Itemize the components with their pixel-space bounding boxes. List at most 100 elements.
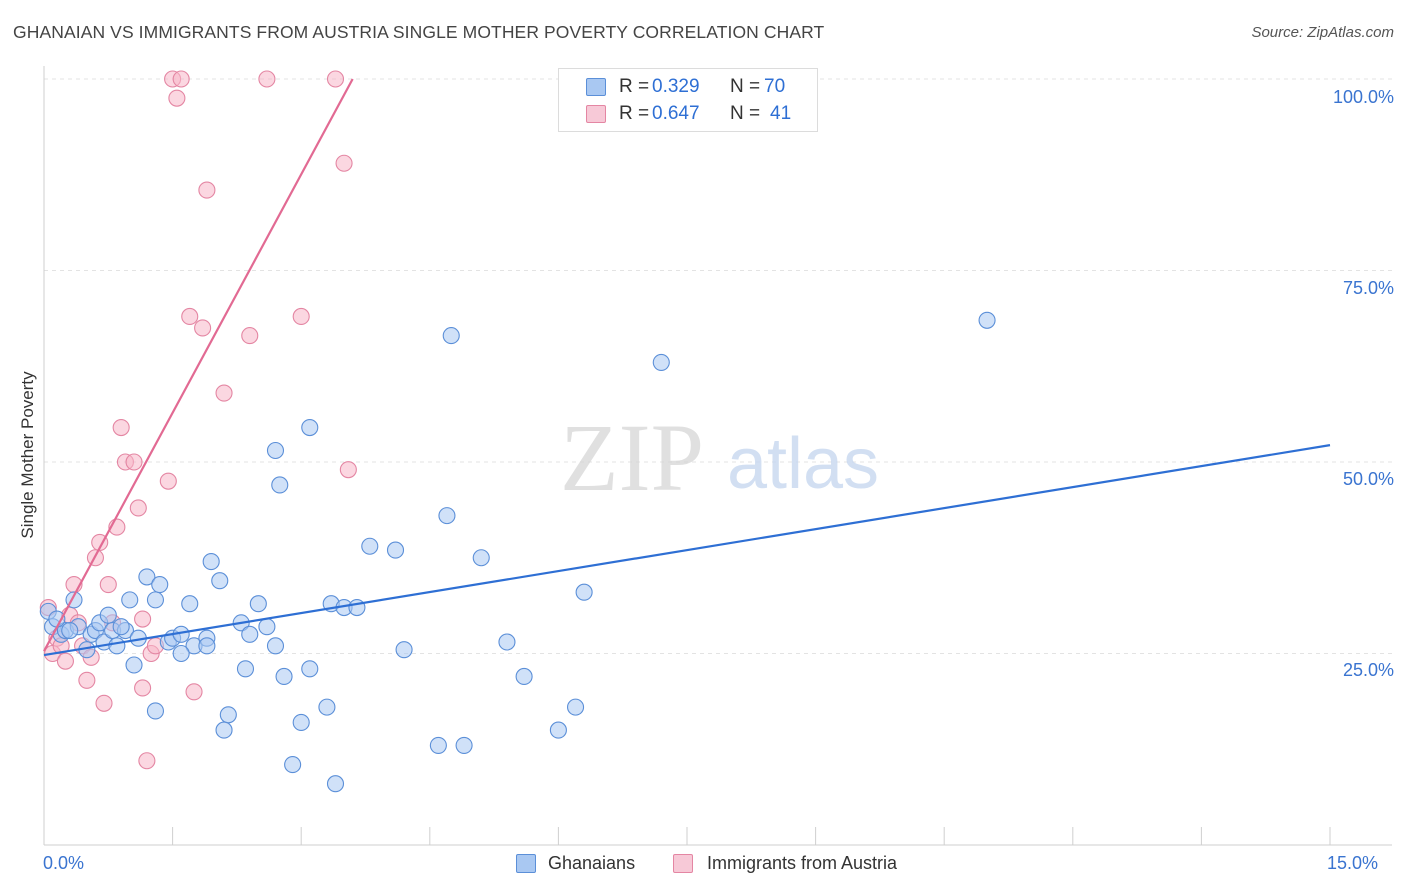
data-point [121, 591, 139, 609]
data-point [301, 418, 319, 437]
data-point [202, 553, 220, 571]
legend-n-value: 70 [764, 76, 786, 97]
legend-r-label: R = [619, 76, 650, 97]
data-point [284, 756, 302, 774]
legend-swatch-blue [516, 854, 536, 873]
data-point [99, 606, 117, 624]
data-point [292, 713, 310, 731]
data-point [129, 499, 147, 517]
legend-n-label: N = [730, 103, 761, 124]
data-point [181, 307, 199, 326]
gridlines [44, 78, 1392, 654]
data-point [138, 568, 156, 586]
trend-lines [43, 78, 1331, 657]
y-tick-label: 25.0% [1342, 660, 1394, 680]
y-tick-label: 50.0% [1342, 469, 1394, 489]
axes [43, 66, 1392, 846]
data-point [442, 327, 460, 345]
data-point [429, 736, 447, 754]
source-label: Source: ZipAtlas.com [1251, 24, 1394, 41]
data-point [198, 181, 216, 199]
data-point [271, 476, 289, 494]
data-point [498, 633, 516, 651]
chart-title: GHANAIAN VS IMMIGRANTS FROM AUSTRIA SING… [13, 22, 825, 42]
data-point [95, 694, 113, 712]
data-point [56, 652, 74, 670]
legend-swatch-pink [586, 105, 606, 123]
data-point [258, 70, 276, 88]
data-point [266, 637, 285, 655]
data-point [211, 572, 229, 590]
data-point [258, 618, 276, 636]
data-point [455, 736, 473, 754]
y-tick-label: 100.0% [1332, 87, 1394, 107]
data-point [185, 683, 203, 701]
data-point [326, 70, 345, 88]
data-point [146, 591, 165, 609]
data-point [194, 319, 212, 337]
data-point [361, 537, 379, 555]
data-point [326, 775, 345, 793]
data-point [125, 453, 143, 471]
data-point [241, 327, 259, 345]
data-point [652, 353, 670, 371]
data-point [318, 698, 336, 716]
data-point [241, 625, 259, 643]
data-point [566, 698, 585, 716]
data-point [125, 656, 143, 674]
data-point [249, 595, 267, 613]
y-tick-label: 75.0% [1342, 278, 1394, 298]
data-point [181, 595, 199, 613]
data-point [172, 644, 190, 663]
legend-n-label: N = [730, 76, 761, 97]
data-point [515, 667, 533, 686]
data-point [198, 637, 216, 655]
legend-label-ghanaians: Ghanaians [548, 853, 636, 873]
legend-r-value: 0.329 [652, 76, 700, 97]
data-point [215, 384, 233, 402]
data-point [438, 507, 456, 525]
stats-legend: R = 0.329 N = 70 R = 0.647 N = 41 [558, 68, 818, 132]
data-point [292, 307, 310, 326]
data-point [339, 461, 357, 479]
data-point [275, 667, 293, 686]
x-tick-label-max: 15.0% [1327, 853, 1379, 873]
trend-line-austria [43, 78, 354, 652]
legend-r-value: 0.647 [652, 103, 700, 124]
data-point [575, 583, 593, 601]
data-point [172, 70, 190, 88]
x-tick-label-min: 0.0% [43, 853, 85, 873]
series-austria-points [39, 70, 357, 770]
data-point [386, 541, 405, 559]
data-point [112, 418, 130, 437]
data-point [112, 618, 130, 636]
legend-swatch-blue [586, 78, 606, 96]
data-point [134, 610, 152, 628]
data-point [61, 621, 79, 640]
data-point [138, 752, 156, 770]
trend-line-ghanaians [43, 444, 1331, 657]
data-point [146, 702, 165, 720]
data-point [159, 472, 177, 490]
data-point [472, 549, 490, 567]
data-point [215, 721, 233, 739]
legend-label-austria: Immigrants from Austria [707, 853, 898, 873]
data-point [99, 576, 117, 594]
series-ghanaians-points [39, 311, 996, 793]
data-point [78, 671, 96, 689]
data-point [335, 154, 353, 172]
data-point [301, 660, 319, 678]
data-point [236, 660, 255, 678]
data-point [266, 441, 285, 460]
data-point [219, 706, 237, 724]
data-point [168, 89, 186, 107]
legend-swatch-pink [673, 854, 693, 873]
data-point [108, 637, 126, 655]
watermark-zip: ZIP [560, 404, 704, 511]
data-point [151, 576, 169, 594]
data-point [978, 311, 996, 329]
data-point [134, 679, 152, 697]
watermark-atlas: atlas [727, 424, 879, 504]
y-axis-label: Single Mother Poverty [18, 371, 37, 539]
